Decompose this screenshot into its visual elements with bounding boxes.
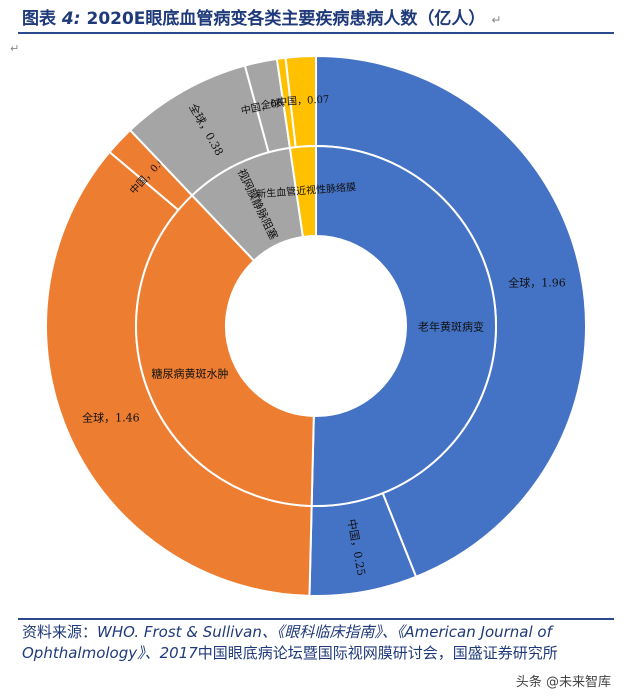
figure-number: 4: <box>61 9 81 29</box>
inner-ring-slice-0 <box>310 144 497 507</box>
inner-ring-slice-3 <box>288 144 317 239</box>
source-prefix: 资料来源： <box>22 623 98 641</box>
figure-title: 图表 4: 2020E眼底血管病变各类主要疾病患病人数（亿人） ↵ <box>22 4 612 32</box>
outer-ring-label-0: 全球，1.96 <box>508 276 566 290</box>
inner-ring-label-0: 老年黄斑病变 <box>418 320 484 334</box>
inner-ring-slice-1 <box>135 194 315 507</box>
source-rule <box>18 618 614 620</box>
paragraph-mark-icon: ↵ <box>10 42 20 55</box>
figure-title-text: 2020E眼底血管病变各类主要疾病患病人数（亿人） <box>86 9 486 29</box>
inner-ring-label-1: 糖尿病黄斑水肿 <box>152 366 229 380</box>
paragraph-mark: ↵ <box>491 13 502 27</box>
watermark: 头条 @未来智库 <box>511 670 615 691</box>
outer-ring-label-7: 中国，0.07 <box>277 92 330 108</box>
figure-prefix: 图表 <box>22 9 56 29</box>
source-rest: 中国眼底病论坛暨国际视网膜研讨会，国盛证券研究所 <box>197 644 558 662</box>
title-rule <box>18 32 614 34</box>
source-refs: WHO. Frost & Sullivan、《眼科临床指南》、《American… <box>22 623 552 662</box>
outer-ring-label-2: 全球，1.46 <box>82 410 140 424</box>
source-note: 资料来源：WHO. Frost & Sullivan、《眼科临床指南》、《Ame… <box>22 622 612 664</box>
